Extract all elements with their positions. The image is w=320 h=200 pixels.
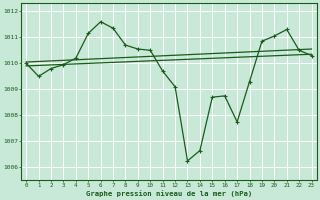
X-axis label: Graphe pression niveau de la mer (hPa): Graphe pression niveau de la mer (hPa): [86, 190, 252, 197]
